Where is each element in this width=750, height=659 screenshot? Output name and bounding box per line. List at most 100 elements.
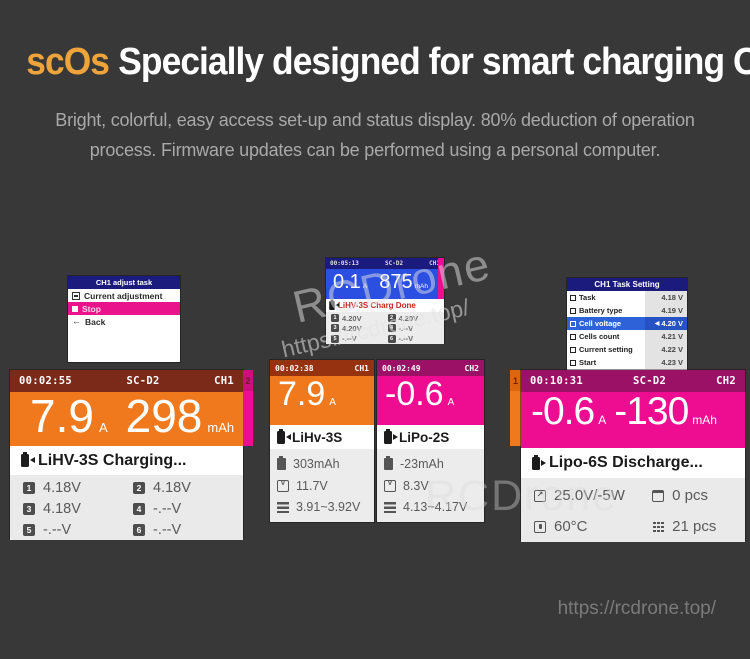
device-name: SC-D2: [633, 375, 667, 387]
total-count-icon: [652, 521, 664, 533]
cell-number-badge: 5: [23, 523, 35, 536]
setting-label: Start: [579, 358, 597, 367]
cell-voltage: 4.18V: [43, 479, 81, 496]
setting-value: 4.20 V: [661, 319, 683, 328]
setting-row-current-setting[interactable]: Current setting 4.22 V: [567, 343, 687, 356]
setting-label: Cells count: [579, 332, 620, 341]
cell-voltage: -.--V: [43, 521, 72, 538]
cell-number-badge: 4: [387, 324, 396, 333]
cell-voltage: 4.20V: [398, 313, 419, 323]
stat-row: -23mAh: [384, 455, 484, 471]
stats-grid: 25.0V/-5W 0 pcs 60°C 21 pcs: [521, 478, 745, 542]
stat-row: 303mAh: [277, 455, 374, 471]
cell-number-badge: 2: [133, 481, 145, 494]
stat-row: 8.3V: [384, 479, 484, 493]
battery-charging-icon: [329, 299, 339, 311]
stats-list: -23mAh 8.3V 4.13~4.17V: [377, 449, 484, 522]
channel-label: CH2: [716, 375, 736, 387]
cell-voltages: 1 4.18V 2 4.18V 3 4.18V 4 -.--V 5 -.--: [10, 475, 243, 540]
current-value: -0.6: [385, 375, 444, 413]
ch2-mini-screen: 00:02:49 CH2 -0.6 A LiPo-2S -23mAh 8.3V …: [377, 360, 484, 522]
current-value: -0.6: [531, 390, 595, 433]
stat-value: 60°C: [554, 518, 588, 535]
capacity-value: 298: [125, 390, 203, 442]
stat-readout: 0 pcs: [652, 480, 745, 511]
stop-icon: [72, 305, 78, 312]
status-row: Lipo-6S Discharge...: [521, 448, 745, 478]
cell-readout: 2 4.20V: [387, 313, 445, 323]
cell-number-badge: 1: [23, 481, 35, 494]
cell-readout: 4 -.--V: [387, 323, 445, 333]
menu-item-back[interactable]: ← Back: [68, 315, 180, 328]
status-text: LiHV-3S Charg Done: [338, 301, 416, 310]
ch2-tab-badge[interactable]: 2: [243, 370, 253, 391]
setting-row-start[interactable]: Start 4.23 V: [567, 356, 687, 369]
channel-label: CH1: [354, 363, 369, 373]
elapsed-time: 00:10:31: [530, 375, 583, 387]
setting-row-task[interactable]: Task 4.18 V: [567, 291, 687, 304]
menu-item-stop[interactable]: Stop: [68, 302, 180, 315]
stat-value: 11.7V: [296, 478, 328, 493]
stat-value: 4.13~4.17V: [403, 500, 468, 515]
ch2-tab-stripe[interactable]: [243, 370, 253, 446]
stat-readout: 60°C: [534, 511, 652, 542]
page-title: scOs Specially designed for smart chargin…: [26, 41, 750, 84]
capacity-unit: mAh: [207, 420, 235, 435]
cell-voltage: 4.20V: [342, 313, 362, 323]
task-setting-header: CH1 Task Setting: [567, 278, 687, 291]
start-icon: [570, 359, 576, 366]
subtitle: Bright, colorful, easy access set-up and…: [0, 105, 750, 165]
setting-value: 4.18 V: [645, 291, 687, 304]
screen-header: 00:02:38 CH1: [270, 360, 374, 376]
setting-row-cells-count[interactable]: Cells count 4.21 V: [567, 330, 687, 343]
cell-number-badge: 6: [133, 523, 145, 536]
cells-count-icon: [570, 333, 576, 340]
readout-band: 0.1 A 875 mAh: [326, 269, 444, 299]
setting-label: Current setting: [579, 345, 633, 354]
cell-readout: 3 4.20V: [331, 323, 388, 333]
current-setting-icon: [570, 346, 576, 353]
voltage-icon: [277, 479, 289, 492]
stat-readout: 21 pcs: [652, 511, 745, 542]
channel-label: CH2: [464, 363, 479, 373]
stat-row: 4.13~4.17V: [384, 500, 484, 514]
readout-band: 7.9 A: [270, 375, 374, 425]
menu-item-label: Stop: [82, 303, 101, 314]
menu-item-current-adjustment[interactable]: Current adjustment: [68, 289, 180, 302]
capacity-unit: mAh: [414, 283, 428, 290]
setting-row-cell-voltage[interactable]: Cell voltage ◀ 4.20 V: [567, 317, 687, 330]
device-name: SC-D2: [126, 375, 160, 387]
cell-voltage: -.--V: [398, 334, 414, 344]
readout-band: 7.9 A 298 mAh: [10, 392, 243, 446]
back-arrow-icon: ←: [72, 316, 81, 326]
cell-number-badge: 1: [331, 314, 339, 323]
cell-number-badge: 4: [133, 502, 145, 515]
battery-charging-icon: [21, 452, 35, 467]
setting-row-battery-type[interactable]: Battery type 4.19 V: [567, 304, 687, 317]
cell-readout: 1 4.18V: [23, 477, 133, 498]
menu-item-label: Back: [85, 316, 106, 327]
selection-pointer-icon: ◀: [654, 321, 660, 327]
battery-discharging-icon: [384, 428, 398, 444]
cell-readout: 2 4.18V: [133, 477, 243, 498]
elapsed-time: 00:05:13: [330, 260, 359, 267]
screen-header: 00:02:49 CH2: [377, 360, 484, 376]
ch1-charging-screen: 00:02:55 SC-D2 CH1 7.9 A 298 mAh LiHV-3S…: [10, 370, 253, 540]
cell-readout: 5 -.--V: [23, 519, 133, 540]
capacity-unit: mAh: [692, 413, 717, 427]
cell-number-badge: 3: [23, 502, 35, 515]
elapsed-time: 00:02:49: [382, 363, 421, 373]
battery-type: LiPo-2S: [399, 429, 450, 445]
battery-discharging-icon: [532, 454, 546, 470]
setting-label: Task: [579, 293, 596, 302]
current-unit: A: [329, 397, 336, 408]
stat-value: -23mAh: [400, 456, 444, 471]
capacity-value: -130: [614, 390, 689, 433]
capacity-icon: [277, 455, 286, 470]
ch1-tab-stripe[interactable]: [510, 370, 521, 446]
current-unit: A: [598, 413, 607, 427]
ch1-tab-badge[interactable]: 1: [510, 370, 521, 391]
stat-value: 0 pcs: [672, 487, 709, 504]
elapsed-time: 00:02:55: [19, 375, 72, 387]
